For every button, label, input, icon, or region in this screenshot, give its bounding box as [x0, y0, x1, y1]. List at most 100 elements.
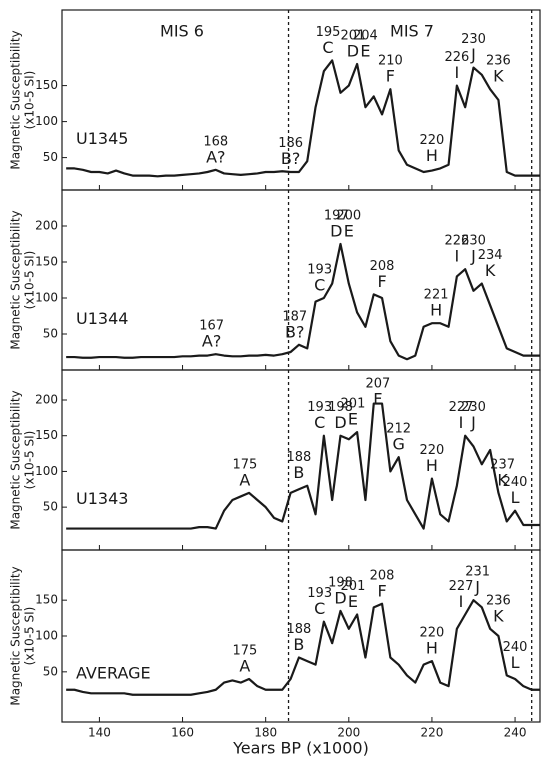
y-tick-label: 100 — [35, 291, 58, 305]
peak-letter: K — [493, 67, 504, 86]
panel-title: AVERAGE — [76, 663, 151, 682]
peak-letter: H — [426, 639, 438, 658]
peak-letter: F — [377, 272, 386, 291]
peak-letter: C — [322, 38, 333, 57]
data-line — [66, 59, 540, 178]
peak-age: 230 — [461, 32, 486, 47]
peak-age: 193 — [307, 263, 332, 278]
peak-letter: K — [493, 606, 504, 625]
peak-age: 187 — [282, 309, 307, 324]
peak-letter: F — [386, 67, 395, 86]
peak-age: 210 — [378, 54, 403, 69]
data-line — [66, 402, 540, 530]
peak-letter: B — [293, 635, 304, 654]
peak-age: 226 — [444, 50, 469, 65]
x-tick-label: 240 — [504, 726, 527, 740]
peak-letter: A? — [202, 332, 221, 351]
peak-letter: I — [455, 63, 460, 82]
peak-age: 186 — [278, 136, 303, 151]
peak-age: 212 — [386, 422, 411, 437]
peak-age: 236 — [486, 593, 511, 608]
panel-title: U1343 — [76, 489, 128, 508]
peak-age: 200 — [336, 209, 361, 224]
period-label: MIS 6 — [160, 22, 204, 41]
peak-letter: K — [497, 470, 508, 489]
peak-age: 188 — [287, 450, 312, 465]
peak-age: 175 — [232, 644, 257, 659]
y-tick-label: 100 — [35, 114, 58, 128]
y-axis-unit: (x10-5 SI) — [23, 251, 37, 310]
peak-age: 195 — [316, 25, 341, 40]
y-tick-label: 100 — [35, 629, 58, 643]
y-axis-label: Magnetic Susceptibility — [9, 566, 23, 705]
y-tick-label: 200 — [35, 219, 58, 233]
peak-letter: C — [314, 276, 325, 295]
peak-letter: H — [430, 301, 442, 320]
peak-letter: G — [392, 435, 404, 454]
peak-age: 208 — [370, 568, 395, 583]
peak-age: 240 — [503, 640, 528, 655]
peak-letter: L — [511, 488, 520, 507]
y-axis-unit: (x10-5 SI) — [23, 71, 37, 130]
data-line — [66, 242, 540, 361]
peak-letter: I — [459, 592, 464, 611]
peak-letter: L — [511, 653, 520, 672]
peak-age: 227 — [449, 400, 474, 415]
peak-age: 236 — [486, 54, 511, 69]
peak-age: 201 — [341, 579, 366, 594]
peak-age: 188 — [287, 622, 312, 637]
peak-age: 167 — [199, 319, 224, 334]
peak-age: 193 — [307, 400, 332, 415]
peak-letter: A — [239, 470, 250, 489]
peak-age: 198 — [328, 575, 353, 590]
x-axis-label: Years BP (x1000) — [232, 739, 369, 758]
peak-age: 227 — [449, 579, 474, 594]
peak-letter: C — [314, 413, 325, 432]
peak-age: 220 — [420, 133, 445, 148]
peak-age: 221 — [424, 288, 449, 303]
peak-age: 226 — [444, 234, 469, 249]
peak-letter: A? — [206, 147, 225, 166]
peak-letter: H — [426, 146, 438, 165]
peak-letter: B? — [285, 322, 304, 341]
peak-letter: I — [459, 413, 464, 432]
peak-letter: H — [426, 456, 438, 475]
peak-age: 204 — [353, 29, 378, 44]
peak-letter: C — [314, 599, 325, 618]
peak-letter: J — [470, 45, 476, 64]
y-axis-label: Magnetic Susceptibility — [9, 390, 23, 529]
peak-letter: D — [334, 588, 346, 607]
y-axis-unit: (x10-5 SI) — [23, 431, 37, 490]
panel-title: U1345 — [76, 129, 128, 148]
peak-letter: J — [470, 413, 476, 432]
peak-letter: D — [334, 413, 346, 432]
peak-age: 230 — [461, 234, 486, 249]
peak-letter: D — [330, 222, 342, 241]
y-tick-label: 150 — [35, 255, 58, 269]
panel-title: U1344 — [76, 309, 128, 328]
peak-age: 237 — [490, 457, 515, 472]
y-tick-label: 100 — [35, 464, 58, 478]
peak-age: 208 — [370, 259, 395, 274]
peak-letter: E — [360, 42, 370, 61]
peak-letter: E — [348, 592, 358, 611]
peak-age: 207 — [365, 377, 390, 392]
y-axis-label: Magnetic Susceptibility — [9, 30, 23, 169]
peak-letter: D — [347, 42, 359, 61]
y-tick-label: 150 — [35, 78, 58, 92]
peak-age: 240 — [503, 475, 528, 490]
peak-age: 234 — [478, 248, 503, 263]
peak-letter: A — [239, 657, 250, 676]
peak-letter: J — [474, 578, 480, 597]
peak-age: 201 — [341, 397, 366, 412]
x-tick-label: 200 — [337, 726, 360, 740]
peak-letter: F — [377, 581, 386, 600]
peak-age: 220 — [420, 626, 445, 641]
peak-age: 231 — [465, 565, 490, 580]
peak-letter: E — [344, 222, 354, 241]
peak-letter: B? — [281, 149, 300, 168]
y-tick-label: 50 — [43, 327, 58, 341]
x-tick-label: 220 — [420, 726, 443, 740]
